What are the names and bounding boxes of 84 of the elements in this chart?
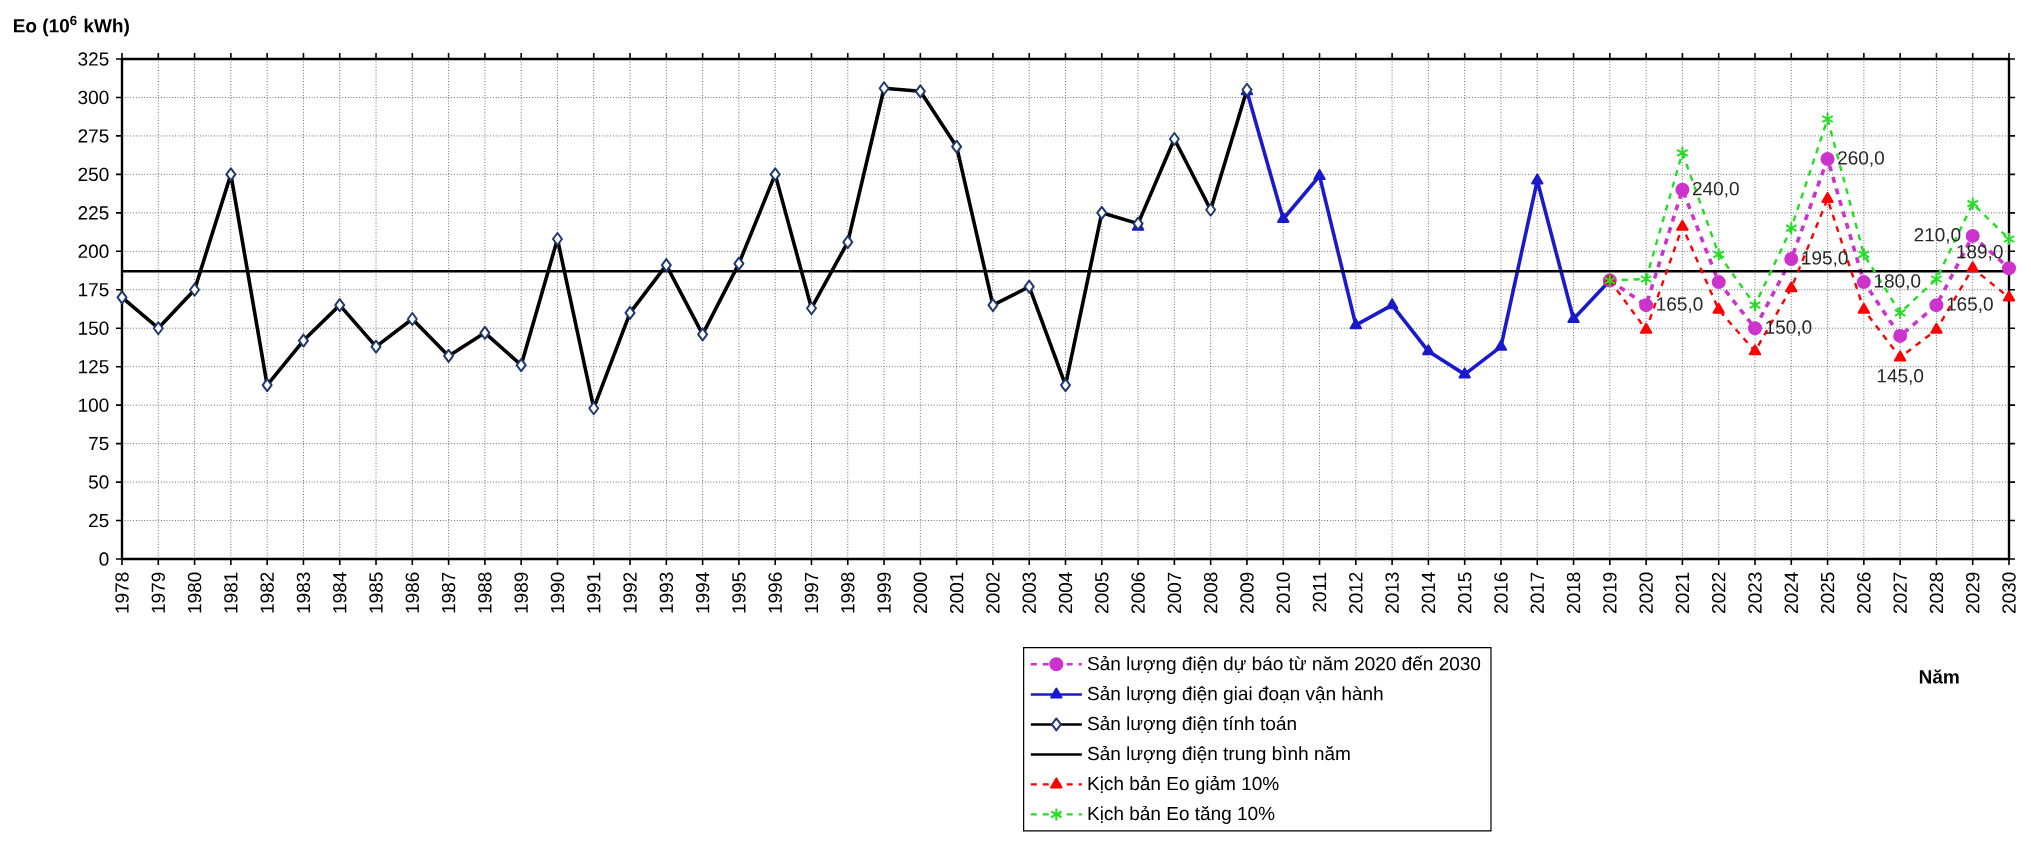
x-tick-label: 2015 [1457,572,1472,614]
data-label: 180,0 [1874,274,1921,290]
legend-label: Kịch bản Eo tăng 10% [1088,805,1275,824]
x-tick-label: 2003 [1022,572,1036,614]
y-tick-label: 150 [79,321,109,335]
y-tick-label: 300 [78,90,109,105]
x-tick-label: 1981 [224,572,238,613]
data-label: 189,0 [1957,244,2003,261]
x-tick-label: 1992 [623,572,637,613]
data-label: 165,0 [1947,297,1993,313]
y-axis-title: Eo (10$^{6}$ kWh) [14,15,129,37]
x-tick-label: 1993 [659,572,674,613]
legend-label: Sản lượng điện giai đoạn vận hành [1087,685,1383,705]
legend-label: Sản lượng điện tính toán [1087,715,1296,735]
x-tick-label: 2029 [1965,572,1980,614]
y-tick-label: 325 [78,52,109,66]
legend-label: Sản lượng điện dự báo từ năm 2020 đến 2030 [1087,655,1481,675]
x-tick-label: 2007 [1167,572,1182,614]
x-tick-label: 2006 [1131,572,1145,614]
x-tick-label: 2014 [1421,572,1436,614]
x-tick-label: 2019 [1603,572,1617,614]
x-tick-label: 1996 [768,572,782,613]
data-label: 150,0 [1766,320,1812,337]
x-tick-label: 1997 [804,572,819,613]
x-tick-label: 2024 [1784,572,1799,614]
data-label: 165,0 [1657,297,1703,313]
x-tick-label: 2021 [1675,572,1690,614]
data-label: 210,0 [1914,228,1961,244]
x-tick-label: 1989 [514,572,528,613]
data-label: 145,0 [1877,369,1924,385]
x-tick-label: 2026 [1857,572,1871,614]
x-tick-label: 2018 [1566,572,1581,614]
x-tick-label: 1998 [841,572,855,613]
x-tick-label: 2016 [1494,572,1508,614]
x-tick-label: 1999 [877,572,891,613]
y-tick-label: 75 [89,437,109,451]
x-tick-label: 2025 [1820,572,1835,614]
x-tick-label: 2011 [1312,572,1327,612]
x-tick-label: 1983 [296,572,311,613]
x-tick-label: 1978 [115,572,129,613]
x-tick-label: 2005 [1095,572,1109,614]
x-tick-label: 2020 [1639,572,1653,614]
y-tick-label: 100 [79,398,109,412]
x-tick-label: 2002 [986,572,1000,614]
data-label: 240,0 [1692,181,1739,198]
x-tick-label: 2030 [2002,572,2016,614]
y-tick-label: 200 [78,244,109,259]
y-tick-label: 50 [88,475,109,489]
x-tick-label: 2010 [1276,572,1290,614]
x-tick-label: 1980 [187,572,202,613]
x-tick-label: 2000 [913,572,928,614]
x-tick-label: 2013 [1385,572,1399,614]
x-tick-label: 1994 [695,572,710,613]
y-tick-label: 225 [78,206,109,220]
x-tick-label: 1979 [151,572,166,613]
y-tick-label: 275 [78,129,109,143]
x-tick-label: 2012 [1349,572,1363,614]
data-label: 260,0 [1838,151,1884,167]
y-tick-label: 0 [99,552,109,566]
y-tick-label: 175 [79,283,109,297]
x-tick-label: 1984 [332,572,347,613]
legend-label: Kịch bản Eo giảm 10% [1088,775,1279,795]
x-tick-label: 2023 [1748,572,1762,614]
x-tick-label: 2009 [1240,572,1254,614]
x-tick-label: 1987 [441,572,456,613]
y-tick-label: 125 [79,359,109,374]
x-tick-label: 1982 [260,572,274,613]
legend-label: Sản lượng điện trung bình năm [1087,745,1350,765]
x-tick-label: 2027 [1893,572,1907,614]
x-tick-label: 1988 [478,572,492,613]
x-tick-label: 1990 [550,572,565,613]
x-tick-label: 1991 [587,572,601,613]
y-tick-label: 250 [78,167,109,182]
x-tick-label: 2028 [1929,572,1944,614]
x-tick-label: 2022 [1711,572,1726,614]
x-tick-label: 2008 [1203,572,1218,614]
x-tick-label: 2001 [949,572,964,614]
x-tick-label: 1985 [369,572,383,613]
x-tick-label: 1995 [732,572,746,613]
x-tick-label: 1986 [405,572,420,613]
x-axis-title: Năm [1919,669,1959,684]
x-tick-label: 2017 [1530,572,1544,614]
y-tick-label: 25 [89,513,109,528]
x-tick-label: 2004 [1058,572,1073,614]
